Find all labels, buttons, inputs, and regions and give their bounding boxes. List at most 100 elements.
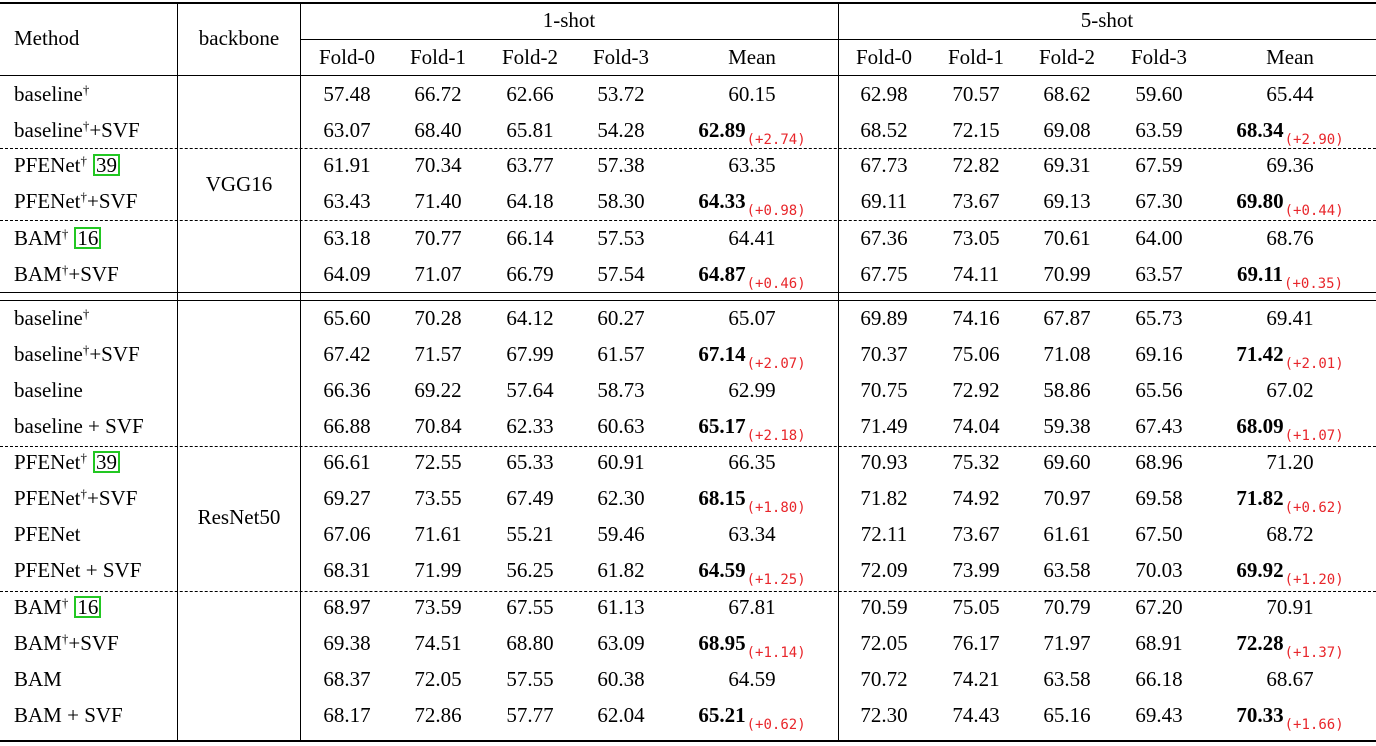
value-5shot-fold2: 58.86 <box>1043 378 1091 402</box>
value-1shot-fold3: 57.53 <box>597 226 645 250</box>
mean-1shot-cell: 65.17(+2.18) <box>698 414 805 444</box>
mean-1shot-cell: 60.15 <box>728 82 775 106</box>
value-1shot-fold2: 62.33 <box>506 414 554 438</box>
value-5shot-fold3: 65.73 <box>1135 306 1183 330</box>
header-1shot-mean: Mean <box>728 45 776 69</box>
mean-5shot-cell: 70.33(+1.66) <box>1236 703 1343 733</box>
mean-1shot-value: 68.15 <box>698 486 746 510</box>
mean-5shot-value: 69.36 <box>1266 153 1314 177</box>
value-1shot-fold0: 67.42 <box>323 342 371 366</box>
value-1shot-fold0: 68.31 <box>323 558 371 582</box>
value-1shot-fold3: 61.57 <box>597 342 645 366</box>
value-1shot-fold0: 63.43 <box>323 189 371 213</box>
value-5shot-fold2: 69.31 <box>1043 153 1091 177</box>
value-1shot-fold1: 70.77 <box>414 226 462 250</box>
value-5shot-fold2: 70.61 <box>1043 226 1091 250</box>
delta-1shot: (+0.98) <box>746 203 806 219</box>
value-5shot-fold2: 63.58 <box>1043 667 1091 691</box>
mean-1shot-cell: 63.35 <box>728 153 775 177</box>
delta-1shot: (+0.62) <box>746 717 806 733</box>
delta-1shot: (+2.74) <box>746 132 806 148</box>
backbone-vgg16: VGG16 <box>205 172 273 196</box>
mean-5shot-cell: 69.80(+0.44) <box>1236 189 1343 219</box>
value-1shot-fold1: 73.55 <box>414 486 462 510</box>
value-5shot-fold2: 70.97 <box>1043 486 1091 510</box>
value-5shot-fold3: 70.03 <box>1135 558 1183 582</box>
value-1shot-fold2: 57.77 <box>506 703 554 727</box>
delta-1shot: (+2.07) <box>746 356 806 372</box>
method-name: baseline <box>14 342 83 366</box>
backbone-resnet50: ResNet50 <box>197 505 281 529</box>
value-5shot-fold2: 70.79 <box>1043 595 1091 619</box>
value-1shot-fold1: 71.57 <box>414 342 462 366</box>
value-5shot-fold1: 75.06 <box>952 342 1000 366</box>
dash-sep <box>0 220 1376 221</box>
value-1shot-fold2: 64.12 <box>506 306 554 330</box>
mean-5shot-value: 71.42 <box>1236 342 1284 366</box>
value-5shot-fold0: 72.09 <box>860 558 908 582</box>
mean-5shot-value: 69.80 <box>1236 189 1284 213</box>
value-5shot-fold1: 74.43 <box>952 703 1000 727</box>
mean-5shot-cell: 71.20 <box>1266 450 1313 474</box>
method-cell: BAM† 16 <box>14 595 102 619</box>
value-1shot-fold0: 61.91 <box>323 153 371 177</box>
value-5shot-fold0: 70.93 <box>860 450 908 474</box>
mean-5shot-value: 71.82 <box>1236 486 1284 510</box>
value-1shot-fold1: 74.51 <box>414 631 462 655</box>
dash-sep <box>0 446 1376 447</box>
value-1shot-fold0: 63.18 <box>323 226 371 250</box>
method-name: PFENet <box>14 189 81 213</box>
value-5shot-fold0: 72.30 <box>860 703 908 727</box>
value-5shot-fold0: 72.11 <box>860 522 908 546</box>
method-name: PFENet <box>14 486 81 510</box>
method-name: PFENet <box>14 450 81 474</box>
value-5shot-fold1: 74.16 <box>952 306 1000 330</box>
value-1shot-fold1: 71.61 <box>414 522 462 546</box>
mean-1shot-value: 67.14 <box>698 342 746 366</box>
value-1shot-fold2: 62.66 <box>506 82 554 106</box>
mean-5shot-value: 72.28 <box>1236 631 1284 655</box>
dash-sep <box>0 591 1376 592</box>
value-1shot-fold0: 64.09 <box>323 262 371 286</box>
mean-5shot-cell: 67.02 <box>1266 378 1313 402</box>
value-1shot-fold1: 72.86 <box>414 703 462 727</box>
value-5shot-fold1: 75.05 <box>952 595 1000 619</box>
value-5shot-fold2: 65.16 <box>1043 703 1091 727</box>
value-1shot-fold2: 66.79 <box>506 262 554 286</box>
header-5shot-fold0: Fold-0 <box>855 45 913 69</box>
mean-5shot-value: 68.34 <box>1236 118 1284 142</box>
value-5shot-fold0: 68.52 <box>860 118 908 142</box>
citation-link: 16 <box>74 227 102 249</box>
method-suffix: +SVF <box>68 631 119 655</box>
value-1shot-fold1: 70.84 <box>414 414 462 438</box>
delta-5shot: (+2.90) <box>1284 132 1344 148</box>
mean-5shot-value: 70.91 <box>1266 595 1314 619</box>
value-5shot-fold2: 63.58 <box>1043 558 1091 582</box>
method-name: baseline + SVF <box>14 414 144 438</box>
method-suffix: +SVF <box>89 342 140 366</box>
mean-5shot-value: 68.67 <box>1266 667 1314 691</box>
value-5shot-fold3: 69.43 <box>1135 703 1183 727</box>
mean-5shot-cell: 71.42(+2.01) <box>1236 342 1343 372</box>
value-5shot-fold3: 59.60 <box>1135 82 1183 106</box>
value-1shot-fold0: 68.37 <box>323 667 371 691</box>
value-5shot-fold1: 70.57 <box>952 82 1000 106</box>
header-5shot-fold1: Fold-1 <box>947 45 1005 69</box>
mean-1shot-cell: 65.07 <box>728 306 775 330</box>
mean-1shot-cell: 65.21(+0.62) <box>698 703 806 733</box>
value-1shot-fold0: 67.06 <box>323 522 371 546</box>
mean-5shot-cell: 65.44 <box>1266 82 1313 106</box>
mean-1shot-cell: 64.41 <box>728 226 775 250</box>
delta-5shot: (+1.20) <box>1284 572 1344 588</box>
mean-5shot-value: 68.09 <box>1236 414 1284 438</box>
value-1shot-fold2: 64.18 <box>506 189 554 213</box>
dagger-mark: † <box>80 450 88 465</box>
value-1shot-fold1: 73.59 <box>414 595 462 619</box>
mean-1shot-value: 64.87 <box>698 262 746 286</box>
citation-link: 39 <box>93 451 121 473</box>
citation-link: 16 <box>74 596 102 618</box>
mean-1shot-cell: 62.99 <box>728 378 775 402</box>
value-1shot-fold3: 58.30 <box>597 189 645 213</box>
value-1shot-fold1: 70.34 <box>414 153 462 177</box>
